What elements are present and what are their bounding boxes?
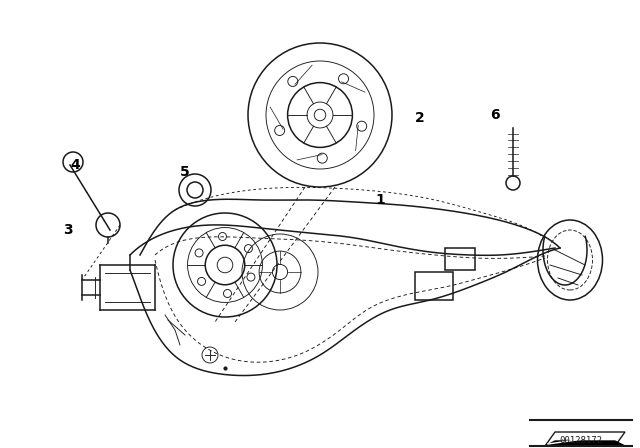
Text: 4: 4: [70, 158, 80, 172]
Text: 6: 6: [490, 108, 500, 122]
Text: 00128172: 00128172: [559, 436, 602, 445]
Text: 1: 1: [375, 193, 385, 207]
Text: 5: 5: [180, 165, 190, 179]
Text: 2: 2: [415, 111, 425, 125]
Polygon shape: [545, 441, 625, 446]
Text: 3: 3: [63, 223, 73, 237]
